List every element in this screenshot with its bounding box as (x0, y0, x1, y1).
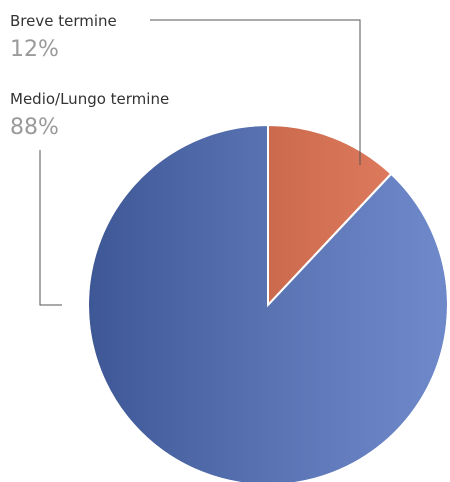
pie-borders (87, 124, 449, 482)
value-label: 12% (10, 37, 59, 62)
connector (150, 19, 361, 165)
value-label: 88% (10, 115, 59, 140)
slice-divider (267, 173, 392, 306)
legend-label: Breve termine (10, 12, 117, 30)
legend-label: Medio/Lungo termine (10, 90, 169, 108)
connector (39, 150, 62, 306)
